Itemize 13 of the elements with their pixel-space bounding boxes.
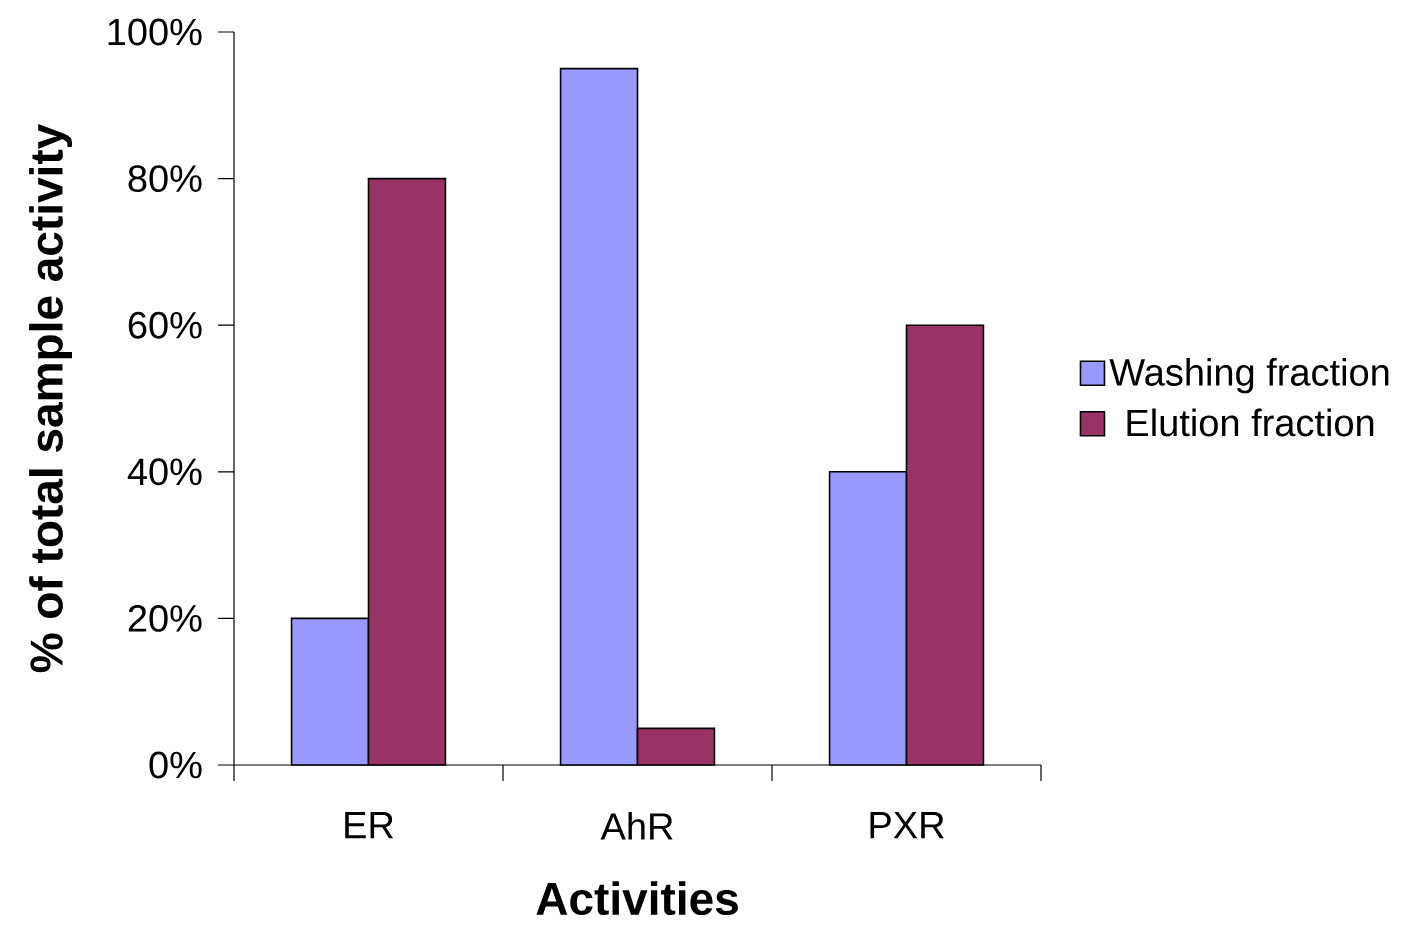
- x-tick-label: ER: [345, 812, 394, 839]
- y-tick-label: 80%: [128, 165, 202, 193]
- y-tick-label: 40%: [127, 458, 202, 486]
- y-tick-label: 60%: [128, 311, 202, 339]
- x-tick-label: PXR: [870, 812, 944, 839]
- legend-label: Washing fraction: [1109, 357, 1389, 394]
- y-tick-label: 0%: [149, 751, 202, 779]
- legend-label: Elution fraction: [1127, 408, 1374, 437]
- y-tick-label: 100%: [108, 18, 202, 46]
- y-axis-title: % of total sample activity: [29, 123, 72, 673]
- x-axis-title: Activities: [536, 881, 738, 916]
- x-tick-label: AhR: [600, 812, 673, 840]
- y-tick-label: 20%: [128, 604, 202, 632]
